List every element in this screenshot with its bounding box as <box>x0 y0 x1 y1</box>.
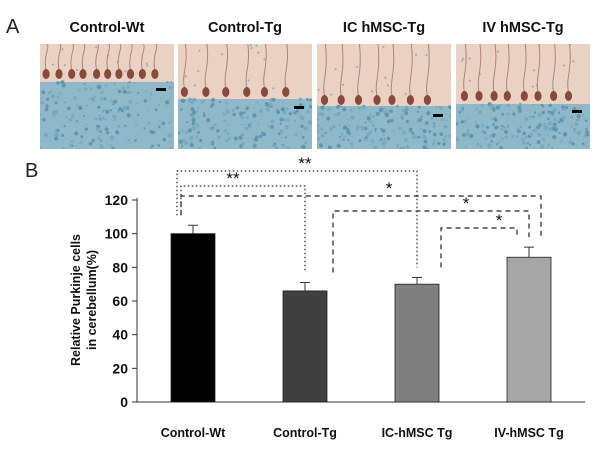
y-axis-label: Relative Purkinje cells in cerebellum(%) <box>69 234 99 366</box>
micrograph-control-wt <box>40 44 174 149</box>
panel-a-letter: A <box>6 16 20 38</box>
significance-bracket-2 <box>180 185 306 273</box>
bar-2 <box>282 290 328 403</box>
significance-bracket-3 <box>180 195 542 238</box>
y-tick-label: 40 <box>112 327 128 343</box>
significance-bracket-5 <box>440 227 518 268</box>
micro-label-control-wt: Control-Wt <box>69 20 145 36</box>
micro-label-control-tg: Control-Tg <box>207 20 283 36</box>
bar-4 <box>506 256 552 403</box>
y-tick-label: 100 <box>105 226 129 242</box>
y-tick-label: 80 <box>112 259 128 275</box>
significance-label-3: * <box>386 179 393 198</box>
y-axis-label-line: in cerebellum(%) <box>85 250 99 350</box>
significance-label-1: ** <box>298 154 312 173</box>
panel-b-letter: B <box>25 160 39 182</box>
y-tick-label: 20 <box>112 360 128 376</box>
micro-label-iv-hmsc-tg: IV hMSC-Tg <box>482 20 564 36</box>
category-label-1: Control-Wt <box>161 426 226 440</box>
y-tick-label: 60 <box>112 293 128 309</box>
category-label-4: IV-hMSC Tg <box>494 426 563 440</box>
significance-label-4: * <box>463 194 470 213</box>
significance-bracket-1 <box>176 170 418 268</box>
category-label-2: Control-Tg <box>273 426 337 440</box>
significance-bracket-4 <box>332 210 530 273</box>
y-tick-label: 0 <box>120 394 128 410</box>
bar-3 <box>394 283 440 403</box>
significance-label-2: ** <box>226 169 240 188</box>
significance-label-5: * <box>496 211 503 230</box>
micrograph-iv-hmsc-tg <box>456 44 590 149</box>
micrograph-control-tg <box>178 44 312 149</box>
y-axis-label-line: Relative Purkinje cells <box>69 234 83 366</box>
micro-label-ic-hmsc-tg: IC hMSC-Tg <box>342 20 426 36</box>
y-tick-label: 120 <box>105 192 129 208</box>
micrograph-ic-hmsc-tg <box>317 44 451 149</box>
bar-1 <box>170 233 216 403</box>
category-label-3: IC-hMSC Tg <box>382 426 453 440</box>
